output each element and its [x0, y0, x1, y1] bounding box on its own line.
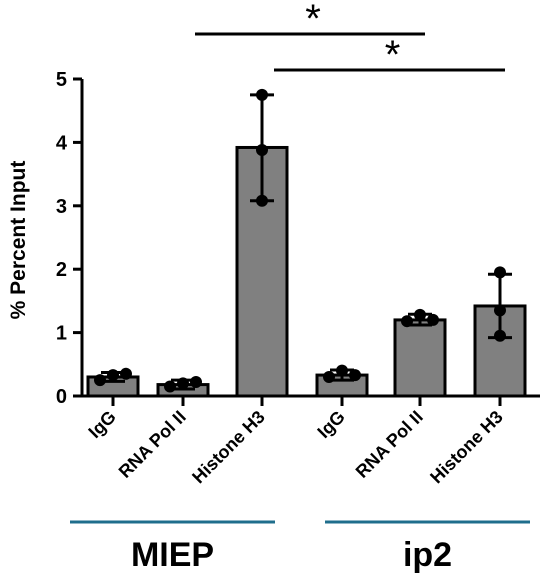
y-axis-label: % Percent Input [7, 161, 30, 320]
data-point [94, 374, 106, 387]
y-tick-label: 2 [56, 259, 67, 281]
data-point [120, 367, 132, 380]
data-point [414, 308, 426, 321]
category-label: IgG [313, 407, 348, 442]
category-label: Histone H3 [188, 407, 269, 488]
data-point [256, 194, 268, 207]
bar [235, 145, 289, 398]
y-tick-label: 4 [56, 132, 68, 154]
data-point [256, 144, 268, 157]
data-point [401, 315, 413, 328]
y-tick-label: 0 [56, 386, 67, 408]
data-point [494, 304, 506, 317]
data-point [177, 377, 189, 390]
group-label: MIEP [131, 536, 214, 574]
data-point [336, 364, 348, 377]
data-point [494, 329, 506, 342]
data-point [107, 369, 119, 382]
data-point [164, 380, 176, 393]
y-tick-label: 5 [56, 69, 67, 91]
data-point [256, 88, 268, 101]
annotations: MIEP ip2 * * [70, 0, 530, 574]
category-label: Histone H3 [426, 407, 507, 488]
data-point [190, 376, 202, 389]
category-label: RNA Pol II [115, 407, 190, 482]
category-label: IgG [84, 407, 119, 442]
bars [86, 88, 527, 398]
significance-marker: * [385, 33, 401, 77]
data-point [427, 313, 439, 326]
y-tick-label: 1 [56, 323, 67, 345]
category-label: RNA Pol II [352, 407, 427, 482]
group-label: ip2 [403, 536, 452, 574]
data-point [323, 370, 335, 383]
significance-marker: * [305, 0, 321, 41]
data-point [494, 266, 506, 279]
data-point [349, 369, 361, 382]
bar [393, 318, 447, 398]
y-tick-label: 3 [56, 196, 67, 218]
